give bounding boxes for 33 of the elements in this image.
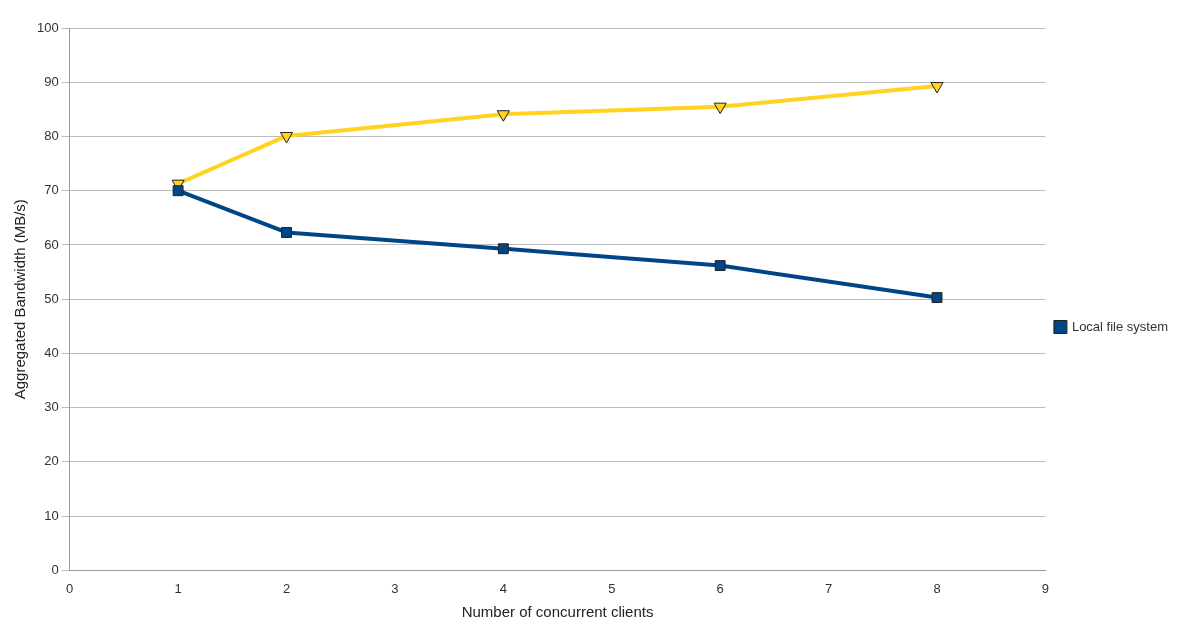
x-tick-label: 9 <box>1041 580 1050 596</box>
y-tick-label: 90 <box>44 73 59 89</box>
y-tick-label: 20 <box>44 453 59 469</box>
point <box>713 102 727 115</box>
point <box>281 227 292 238</box>
y-tick-label: 0 <box>51 561 59 577</box>
point <box>497 243 509 255</box>
y-tick-label: 10 <box>44 507 59 523</box>
x-tick-label: 5 <box>608 580 616 596</box>
y-tick-label: 80 <box>44 128 59 144</box>
y-tick-label: 70 <box>44 182 59 198</box>
y-tick-label: 30 <box>44 399 59 415</box>
point <box>930 82 944 94</box>
x-tick-label: 2 <box>282 580 291 596</box>
x-tick-label: 0 <box>66 580 74 596</box>
legend-label: Local file system <box>1071 318 1168 334</box>
x-tick-label: 6 <box>716 580 724 596</box>
point <box>931 292 943 304</box>
point <box>279 131 294 144</box>
x-tick-label: 1 <box>174 580 182 596</box>
x-tick-label: 8 <box>933 580 941 596</box>
x-tick-label: 4 <box>499 580 507 596</box>
y-tick-label: 50 <box>44 290 59 306</box>
point <box>714 260 726 272</box>
x-tick-label: 3 <box>391 580 399 596</box>
x-tick-label: 7 <box>824 580 833 596</box>
point <box>496 110 510 122</box>
y-tick-label: 40 <box>44 345 59 361</box>
x-axis-title: Number of concurrent clients <box>461 603 654 621</box>
y-tick-label: 100 <box>36 19 59 35</box>
y-tick-label: 60 <box>44 236 59 252</box>
point <box>172 185 184 197</box>
y-axis-title: Aggregated Bandwidth (MB/s) <box>11 199 29 400</box>
